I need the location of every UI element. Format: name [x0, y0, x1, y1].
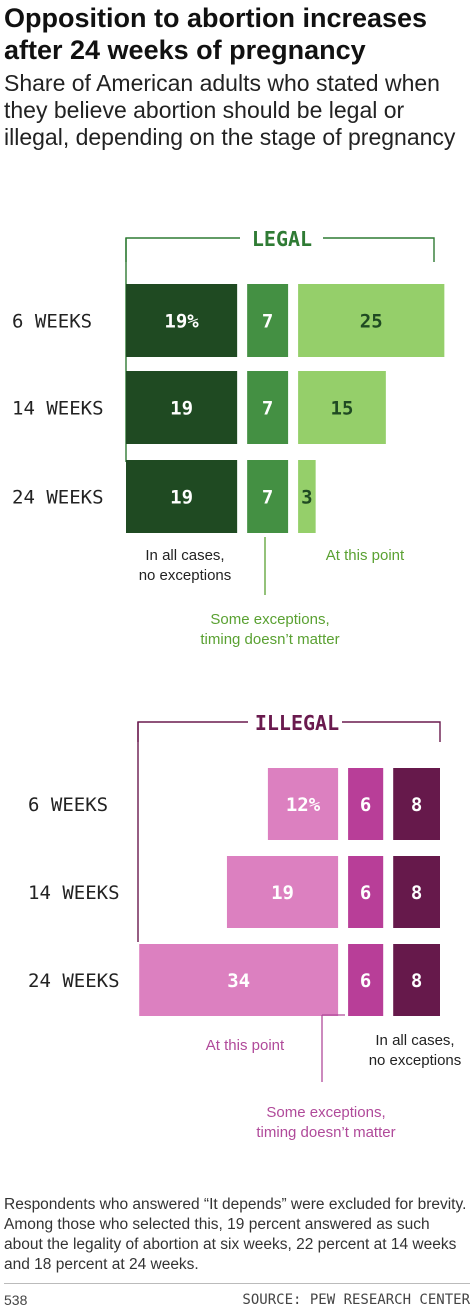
legal-value-label: 15 — [331, 398, 354, 420]
legal-bar — [298, 284, 445, 357]
legal-bar — [298, 460, 316, 533]
footnote: Respondents who answered “It depends” we… — [4, 1196, 467, 1273]
illegal-value-label: 6 — [360, 794, 371, 816]
page-number: 538 — [4, 1292, 28, 1308]
illegal-bar — [226, 856, 339, 928]
legal-value-label: 7 — [262, 487, 273, 509]
legal-annotation-all: In all cases, no exceptions — [139, 547, 232, 584]
legal-value-label: 7 — [262, 311, 273, 333]
legal-bar — [126, 284, 238, 357]
legal-value-label: 25 — [360, 311, 383, 333]
legal-value-label: 19 — [170, 398, 193, 420]
illegal-value-label: 6 — [360, 970, 371, 992]
legal-row-label: 14 WEEKS — [12, 398, 104, 420]
legal-bar — [247, 284, 289, 357]
legal-annotation-point: At this point — [326, 547, 405, 564]
illegal-annotation-some: Some exceptions, timing doesn’t matter — [256, 1104, 395, 1141]
illegal-bar — [348, 856, 384, 928]
legal-row-label: 6 WEEKS — [12, 311, 92, 333]
illegal-row-label: 24 WEEKS — [28, 970, 120, 992]
legal-bar — [247, 460, 289, 533]
legal-annotation-some: Some exceptions, timing doesn’t matter — [200, 611, 339, 648]
legal-row-label: 24 WEEKS — [12, 487, 104, 509]
illegal-value-label: 8 — [411, 882, 422, 904]
illegal-row-label: 6 WEEKS — [28, 794, 108, 816]
abortion-opinion-chart: LEGAL 6 WEEKS 19% 7 25 14 WEEKS 19 7 15 24 WEEKS 1… — [12, 227, 462, 1141]
illegal-annotation-point: At this point — [206, 1037, 285, 1054]
illegal-bar — [139, 944, 339, 1016]
legal-bar — [126, 371, 238, 444]
legal-bar — [126, 460, 238, 533]
illegal-value-label: 19 — [271, 882, 294, 904]
legal-heading: LEGAL — [252, 227, 312, 251]
illegal-value-label: 34 — [227, 970, 250, 992]
illegal-value-label: 8 — [411, 794, 422, 816]
illegal-value-label: 8 — [411, 970, 422, 992]
source-credit: SOURCE: PEW RESEARCH CENTER — [242, 1292, 470, 1308]
illegal-value-label: 6 — [360, 882, 371, 904]
chart-subtitle: Share of American adults who stated when… — [4, 70, 456, 150]
illegal-bar — [393, 944, 440, 1016]
illegal-heading: ILLEGAL — [255, 711, 339, 735]
illegal-bar — [393, 856, 440, 928]
footer-rule — [4, 1283, 470, 1284]
legal-bar — [298, 371, 386, 444]
illegal-bar — [393, 768, 440, 840]
legal-value-label: 7 — [262, 398, 273, 420]
illegal-row-label: 14 WEEKS — [28, 882, 120, 904]
illegal-bar — [348, 944, 384, 1016]
legal-value-label: 19% — [164, 311, 199, 333]
illegal-value-label: 12% — [286, 794, 321, 816]
legal-value-label: 3 — [301, 487, 312, 509]
legal-value-label: 19 — [170, 487, 193, 509]
illegal-annotation-all: In all cases, no exceptions — [369, 1032, 462, 1069]
illegal-bar — [267, 768, 339, 840]
illegal-bar — [348, 768, 384, 840]
chart-title: Opposition to abortion increases after 2… — [4, 3, 428, 65]
legal-bar — [247, 371, 289, 444]
